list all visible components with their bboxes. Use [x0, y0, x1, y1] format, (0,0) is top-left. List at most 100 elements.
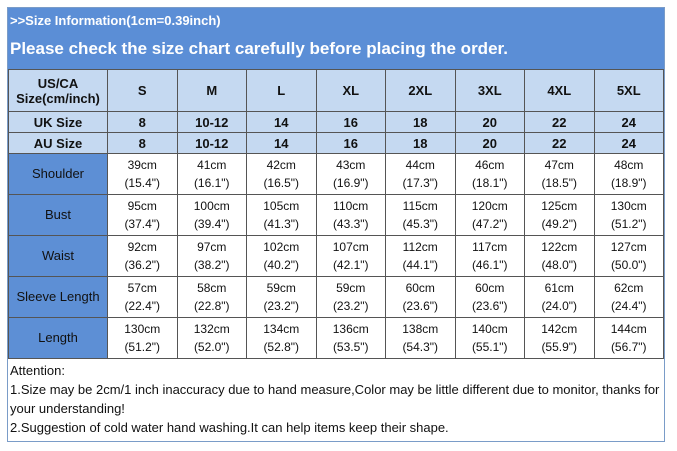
measurement-cell: 122cm (48.0"): [524, 235, 595, 277]
inch-value: (39.4"): [193, 217, 230, 231]
measurement-cell: 115cm (45.3"): [385, 194, 456, 236]
size-header: L: [246, 69, 317, 112]
cm-value: 61cm: [544, 281, 574, 295]
size-value: 14: [246, 132, 317, 154]
size-value: 24: [593, 111, 664, 133]
cm-value: 95cm: [127, 199, 157, 213]
size-header: 2XL: [385, 69, 456, 112]
inch-value: (24.0"): [541, 299, 578, 313]
inch-value: (50.0"): [610, 258, 647, 272]
size-value: 8: [107, 111, 178, 133]
note-line: 1.Size may be 2cm/1 inch inaccuracy due …: [10, 382, 660, 416]
cm-value: 59cm: [336, 281, 366, 295]
inch-value: (56.7"): [610, 340, 647, 354]
measurement-cell: 130cm (51.2"): [107, 317, 178, 359]
inch-value: (42.1"): [332, 258, 369, 272]
inch-value: (16.9"): [332, 176, 369, 190]
measurement-cell: 125cm (49.2"): [524, 194, 595, 236]
conversion-row: AU Size 8 10-12 14 16 18 20 22 24: [8, 132, 664, 154]
size-value: 22: [524, 111, 595, 133]
inch-value: (18.9"): [610, 176, 647, 190]
cm-value: 92cm: [127, 240, 157, 254]
inch-value: (55.1"): [471, 340, 508, 354]
inch-value: (23.2"): [263, 299, 300, 313]
inch-value: (22.8"): [193, 299, 230, 313]
cm-value: 42cm: [266, 158, 296, 172]
measurement-row: Bust 95cm (37.4") 100cm (39.4") 105cm (41.3") 1…: [8, 194, 664, 236]
corner-line: US/CA: [37, 75, 79, 91]
title: Please check the size chart carefully be…: [10, 39, 508, 58]
measurement-cell: 140cm (55.1"): [454, 317, 525, 359]
cm-value: 142cm: [541, 322, 578, 336]
row-label: Shoulder: [8, 153, 108, 195]
size-value: 20: [454, 132, 525, 154]
conversion-row: UK Size 8 10-12 14 16 18 20 22 24: [8, 111, 664, 133]
cm-value: 60cm: [475, 281, 505, 295]
inch-value: (17.3"): [402, 176, 439, 190]
cm-value: 58cm: [197, 281, 227, 295]
inch-value: (16.5"): [263, 176, 300, 190]
inch-value: (52.8"): [263, 340, 300, 354]
size-header: M: [176, 69, 247, 112]
size-value: 16: [315, 132, 386, 154]
measurement-cell: 59cm (23.2"): [315, 276, 386, 318]
cm-value: 140cm: [471, 322, 508, 336]
inch-value: (53.5"): [332, 340, 369, 354]
measurement-row: Length 130cm (51.2") 132cm (52.0") 134cm (52.8…: [8, 317, 664, 359]
measurement-cell: 136cm (53.5"): [315, 317, 386, 359]
measurement-cell: 47cm (18.5"): [524, 153, 595, 195]
cm-value: 46cm: [475, 158, 505, 172]
cm-value: 43cm: [336, 158, 366, 172]
corner-line: Size(cm/inch): [16, 90, 100, 106]
measurement-cell: 112cm (44.1"): [385, 235, 456, 277]
size-value: 16: [315, 111, 386, 133]
cm-value: 105cm: [263, 199, 300, 213]
size-chart: >>Size Information(1cm=0.39inch) Please …: [7, 7, 665, 442]
measurement-cell: 92cm (36.2"): [107, 235, 178, 277]
note-line: 2.Suggestion of cold water hand washing.…: [10, 420, 449, 435]
cm-value: 47cm: [544, 158, 574, 172]
inch-value: (46.1"): [471, 258, 508, 272]
inch-value: (49.2"): [541, 217, 578, 231]
size-value: 8: [107, 132, 178, 154]
cm-value: 122cm: [541, 240, 578, 254]
size-value: 18: [385, 132, 456, 154]
inch-value: (24.4"): [610, 299, 647, 313]
cm-value: 60cm: [405, 281, 435, 295]
size-header: XL: [315, 69, 386, 112]
inch-value: (40.2"): [263, 258, 300, 272]
measurement-cell: 100cm (39.4"): [176, 194, 247, 236]
cm-value: 144cm: [610, 322, 647, 336]
size-header: 4XL: [524, 69, 595, 112]
measurement-cell: 105cm (41.3"): [246, 194, 317, 236]
measurement-cell: 61cm (24.0"): [524, 276, 595, 318]
size-header: S: [107, 69, 178, 112]
cm-value: 107cm: [332, 240, 369, 254]
note-line: Attention:: [10, 363, 65, 378]
measurement-row: Shoulder 39cm (15.4") 41cm (16.1") 42cm (16.5"…: [8, 153, 664, 195]
measurement-cell: 110cm (43.3"): [315, 194, 386, 236]
cm-value: 110cm: [333, 199, 369, 213]
inch-value: (55.9"): [541, 340, 578, 354]
cm-value: 112cm: [402, 240, 438, 254]
measurement-cell: 60cm (23.6"): [385, 276, 456, 318]
row-label: Length: [8, 317, 108, 359]
measurement-cell: 43cm (16.9"): [315, 153, 386, 195]
row-label: AU Size: [8, 132, 108, 154]
cm-value: 44cm: [405, 158, 435, 172]
cm-value: 41cm: [197, 158, 227, 172]
cm-value: 132cm: [193, 322, 230, 336]
measurement-cell: 57cm (22.4"): [107, 276, 178, 318]
inch-value: (38.2"): [193, 258, 230, 272]
measurement-cell: 58cm (22.8"): [176, 276, 247, 318]
cm-value: 125cm: [541, 199, 578, 213]
measurement-cell: 60cm (23.6"): [454, 276, 525, 318]
measurement-cell: 48cm (18.9"): [593, 153, 664, 195]
cm-value: 48cm: [614, 158, 644, 172]
measurement-cell: 39cm (15.4"): [107, 153, 178, 195]
cm-value: 57cm: [127, 281, 157, 295]
inch-value: (36.2"): [124, 258, 161, 272]
measurement-cell: 97cm (38.2"): [176, 235, 247, 277]
cm-value: 39cm: [127, 158, 157, 172]
